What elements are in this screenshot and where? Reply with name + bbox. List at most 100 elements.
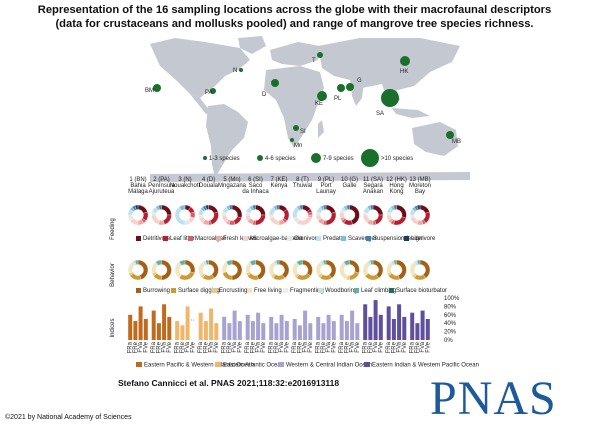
location-marker-sa	[381, 89, 399, 107]
legend-label: Leaf climbing	[361, 288, 396, 294]
y-tick-label: 20%	[444, 330, 457, 336]
index-bar-label: FRa	[128, 341, 134, 353]
legend-swatch	[136, 288, 141, 293]
region-label: Eastern Indian & Western Pacific Ocean	[372, 363, 479, 369]
index-bar-label: FVa	[350, 341, 356, 352]
index-bar-label: FVa	[209, 341, 215, 352]
donut-segment	[161, 204, 172, 216]
index-bar-label: FVe	[425, 341, 431, 352]
site-number: 7 (KE)	[270, 177, 287, 183]
site-number: 11 (SA)	[363, 177, 383, 183]
index-bar	[420, 310, 425, 340]
donut-segment	[134, 259, 139, 265]
land-asia	[318, 38, 460, 90]
donut-segment	[228, 204, 233, 210]
index-bar-label: FVe	[308, 341, 314, 352]
location-marker-pa	[210, 88, 216, 94]
y-tick-label: 80%	[444, 304, 457, 310]
behavior-legend: Burrowing Surface digging Encrusting Free l…	[136, 288, 447, 294]
donut-segment	[393, 204, 397, 210]
region-swatch	[364, 362, 370, 367]
behavior-donut-site-2	[151, 259, 172, 281]
species-legend-dot	[257, 155, 263, 161]
index-bar	[261, 323, 266, 340]
indices-site-3: FRa FRe FVa FVe	[175, 306, 196, 353]
index-bar	[209, 308, 214, 340]
index-bar	[339, 314, 344, 340]
region-swatch	[215, 362, 221, 367]
land-madagascar	[318, 120, 324, 138]
indices-site-10: FRa FRe FVa FVe	[339, 310, 361, 353]
pnas-logo: PNAS	[430, 372, 557, 425]
legend-label: Fresh leaves	[223, 236, 257, 242]
legend-swatch	[136, 236, 141, 241]
donut-segment	[184, 259, 196, 274]
copyright: ©2021 by National Academy of Sciences	[5, 414, 132, 421]
index-bar	[425, 319, 430, 340]
donut-segment	[134, 204, 139, 210]
location-code-sa: SA	[376, 111, 384, 117]
index-bar-label: FRe	[180, 341, 186, 353]
land-antarctica	[150, 172, 470, 182]
legend-label: Woodboring	[325, 288, 357, 294]
location-marker-bm	[153, 84, 161, 92]
site-number: 10 (G)	[341, 177, 358, 183]
behavior-row-label: Behavior	[110, 263, 116, 287]
index-bar	[397, 304, 402, 340]
index-bar-label: FRe	[250, 341, 256, 353]
index-bar-label: FVa	[279, 341, 285, 352]
index-bar-label: FVe	[331, 341, 337, 352]
indices-site-11: FRa FRe FVa FVe	[363, 300, 384, 353]
site-number: 1 (BN)	[129, 177, 146, 183]
index-bar	[344, 321, 349, 340]
index-bar-label: FRa	[292, 341, 298, 353]
donut-segment	[161, 259, 172, 281]
donut-segment	[419, 204, 430, 214]
donut-segment	[325, 211, 337, 226]
y-tick-label: 0%	[444, 338, 453, 344]
legend-label: Encrusting	[219, 288, 247, 294]
donut-segment	[322, 259, 327, 265]
index-bar-label: FRe	[133, 341, 139, 353]
index-bar	[203, 321, 208, 340]
site-number: 9 (PL)	[318, 177, 334, 183]
index-bar-label: FRe	[344, 341, 350, 353]
feeding-donut-site-5	[221, 204, 243, 226]
index-bar-label: FRa	[175, 341, 181, 353]
index-bar	[316, 316, 321, 340]
donut-segment	[255, 204, 266, 216]
legend-swatch	[318, 288, 323, 293]
donut-segment	[325, 204, 336, 214]
donut-segment	[252, 204, 256, 210]
index-bar	[128, 314, 133, 340]
index-bar-label: FVa	[232, 341, 238, 352]
behavior-donut-site-3	[174, 259, 196, 281]
index-bar	[355, 323, 360, 340]
donut-segment	[205, 259, 209, 265]
legend-label: Microalgae-bacteria	[250, 236, 303, 242]
legend-label: Omnivore	[294, 236, 321, 242]
legend-swatch	[404, 236, 409, 241]
site-name-line-2: Kong	[389, 189, 403, 195]
behavior-donut-site-6	[245, 259, 266, 281]
region-label: Eastern Atlantic Ocean	[223, 363, 284, 369]
legend-swatch	[212, 288, 217, 293]
behavior-donut-site-13	[409, 259, 431, 281]
behavior-donut-site-11	[362, 259, 384, 281]
donut-segment	[393, 259, 397, 265]
index-bar	[363, 304, 368, 340]
index-bar-label: FRa	[339, 341, 345, 353]
index-bar	[143, 319, 148, 340]
site-number: 3 (N)	[178, 177, 191, 183]
index-bar-label: FVe	[167, 341, 173, 352]
y-tick-label: 40%	[444, 321, 457, 327]
index-bar	[373, 300, 378, 340]
species-legend-dot	[311, 153, 321, 163]
donut-segment	[416, 259, 421, 265]
legend-swatch	[188, 236, 193, 241]
index-bar-label: FVe	[284, 341, 290, 352]
donut-segment	[275, 204, 280, 210]
donut-segment	[346, 204, 350, 210]
index-bar	[214, 323, 219, 340]
donut-segment	[349, 271, 360, 281]
